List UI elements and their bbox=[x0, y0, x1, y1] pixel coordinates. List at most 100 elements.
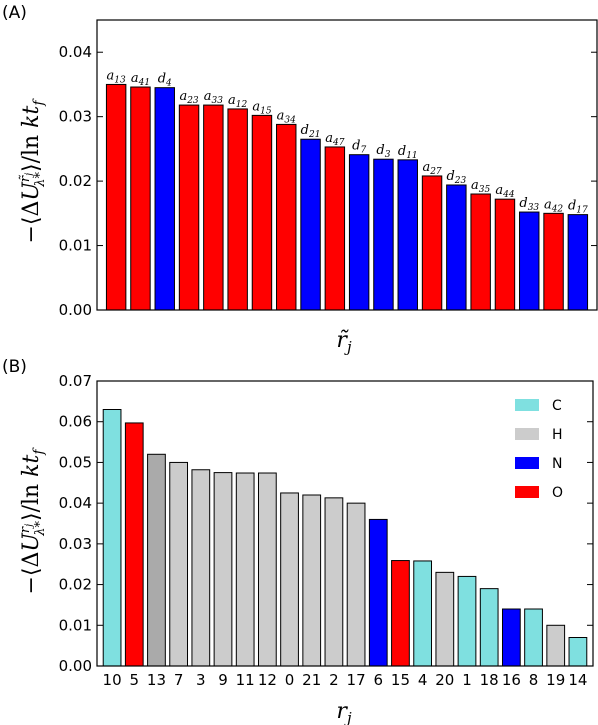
bar-d17 bbox=[567, 214, 589, 311]
y-tick-label: 0.00 bbox=[59, 657, 92, 675]
bar-label-d4: d4 bbox=[158, 72, 172, 89]
bar-atom-16 bbox=[501, 608, 521, 667]
y-tick-label: 0.02 bbox=[59, 172, 92, 190]
x-tick-label: 8 bbox=[529, 671, 539, 689]
legend-swatch-C bbox=[515, 399, 539, 411]
x-tick-label: 18 bbox=[480, 671, 499, 689]
bar-atom-14 bbox=[568, 637, 588, 667]
legend-label-O: O bbox=[552, 485, 563, 501]
panel-a-bars bbox=[105, 83, 589, 311]
bar-label-d11: d11 bbox=[398, 144, 418, 161]
bar-label-a13: a13 bbox=[107, 68, 126, 85]
bar-atom-1 bbox=[457, 575, 477, 667]
bar-a13 bbox=[105, 83, 127, 311]
x-tick-label: 7 bbox=[174, 671, 184, 689]
y-tick-label: 0.01 bbox=[59, 237, 92, 255]
bar-atom-5 bbox=[124, 422, 144, 667]
bar-a34 bbox=[276, 123, 297, 311]
bar-d7 bbox=[348, 154, 370, 311]
x-tick-label: 10 bbox=[103, 671, 122, 689]
panel-b-label: (B) bbox=[2, 357, 27, 377]
bar-a47 bbox=[324, 146, 346, 311]
bar-label-d3: d3 bbox=[376, 143, 390, 160]
bar-label-a34: a34 bbox=[277, 108, 296, 125]
legend-label-H: H bbox=[552, 427, 563, 443]
legend-swatch-O bbox=[515, 486, 539, 498]
y-tick-label: 0.02 bbox=[59, 576, 92, 594]
bar-label-a12: a12 bbox=[228, 93, 247, 110]
bar-a33 bbox=[203, 104, 224, 311]
y-tick-label: 0.05 bbox=[59, 453, 92, 471]
panel-a-y-axis-label: −⟨ΔUr̃jλ*⟩/ln ktf bbox=[18, 98, 48, 244]
legend-swatch-H bbox=[515, 428, 539, 440]
panel-a-y-ticks: 0.00 0.01 0.02 0.03 0.04 bbox=[59, 43, 597, 319]
bar-atom-7 bbox=[169, 461, 189, 667]
bar-atom-18 bbox=[479, 588, 499, 667]
x-tick-label: 3 bbox=[196, 671, 206, 689]
panel-a-label: (A) bbox=[2, 3, 27, 23]
bar-atom-2 bbox=[324, 497, 344, 667]
bar-label-a47: a47 bbox=[325, 131, 344, 148]
panel-a-x-axis-label: r̃j bbox=[336, 328, 352, 356]
bar-label-a27: a27 bbox=[422, 160, 441, 177]
bar-label-a42: a42 bbox=[544, 197, 563, 214]
bar-a35 bbox=[470, 193, 491, 311]
x-tick-label: 4 bbox=[418, 671, 428, 689]
x-tick-label: 9 bbox=[218, 671, 228, 689]
x-tick-label: 19 bbox=[546, 671, 565, 689]
panel-b-y-ticks: 0.00 0.01 0.02 0.03 0.04 0.05 0.06 0.07 bbox=[59, 372, 593, 675]
bar-atom-8 bbox=[524, 608, 543, 667]
x-tick-label: 16 bbox=[502, 671, 521, 689]
x-tick-label: 5 bbox=[129, 671, 139, 689]
bar-atom-13 bbox=[147, 453, 166, 667]
y-tick-label: 0.06 bbox=[59, 413, 92, 431]
bar-atom-21 bbox=[302, 494, 322, 667]
y-tick-label: 0.07 bbox=[59, 372, 92, 390]
y-tick-label: 0.03 bbox=[59, 535, 92, 553]
bar-d4 bbox=[154, 87, 175, 311]
x-tick-label: 12 bbox=[258, 671, 277, 689]
bar-atom-17 bbox=[346, 502, 366, 667]
x-tick-label: 15 bbox=[391, 671, 410, 689]
bar-atom-20 bbox=[435, 571, 455, 667]
bar-a41 bbox=[130, 86, 151, 311]
x-tick-label: 21 bbox=[302, 671, 321, 689]
panel-b-x-ticks: 10 5 13 7 3 9 11 12 0 21 2 17 6 15 4 20 1 18 16 8 19 14 bbox=[103, 671, 588, 689]
bar-atom-6 bbox=[368, 518, 388, 667]
y-tick-label: 0.03 bbox=[59, 108, 92, 126]
x-tick-label: 0 bbox=[285, 671, 295, 689]
bar-a42 bbox=[543, 212, 564, 311]
bar-label-a35: a35 bbox=[471, 178, 490, 195]
x-tick-label: 14 bbox=[568, 671, 587, 689]
y-tick-label: 0.01 bbox=[59, 616, 92, 634]
bar-atom-10 bbox=[102, 409, 122, 667]
panel-b-y-axis-label: −⟨ΔUrjλ*⟩/ln ktf bbox=[18, 447, 48, 595]
bar-a27 bbox=[421, 175, 443, 311]
bar-label-d7: d7 bbox=[352, 139, 366, 156]
bar-label-d17: d17 bbox=[568, 199, 588, 216]
bar-label-a15: a15 bbox=[252, 99, 271, 116]
panel-b: (B) 0.000.010.020.030.040.050.060.07 10 5… bbox=[2, 357, 594, 725]
panel-b-bars bbox=[102, 409, 588, 667]
bar-d3 bbox=[373, 158, 394, 311]
bar-atom-15 bbox=[391, 560, 410, 667]
bar-label-a41: a41 bbox=[131, 71, 150, 88]
bar-atom-9 bbox=[213, 472, 233, 667]
legend-swatch-N bbox=[515, 457, 539, 469]
bar-atom-12 bbox=[257, 472, 277, 667]
panel-b-x-axis-label: rj bbox=[336, 699, 352, 725]
bar-atom-0 bbox=[280, 492, 299, 667]
bar-label-d21: d21 bbox=[301, 123, 321, 140]
bar-a44 bbox=[494, 198, 516, 311]
bar-a12 bbox=[227, 108, 248, 311]
bar-label-a44: a44 bbox=[495, 183, 514, 200]
legend-label-C: C bbox=[552, 398, 562, 414]
panel-a-frame bbox=[96, 19, 598, 311]
x-tick-label: 2 bbox=[329, 671, 339, 689]
panel-b-frame bbox=[96, 380, 594, 667]
x-tick-label: 20 bbox=[435, 671, 454, 689]
